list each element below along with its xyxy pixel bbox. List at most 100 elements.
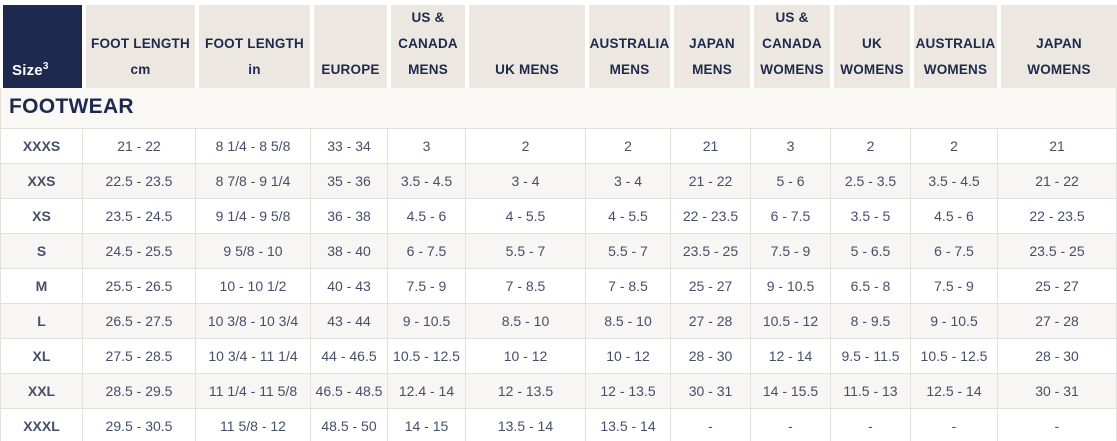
size-header-superscript: 3 (42, 60, 49, 72)
value-cell: 4 - 5.5 (585, 198, 670, 233)
table-row: L 26.5 - 27.5 10 3/8 - 10 3/4 43 - 44 9 - 1… (0, 303, 1117, 338)
value-cell: 4 - 5.5 (465, 198, 585, 233)
table-row: XXS 22.5 - 23.5 8 7/8 - 9 1/4 35 - 36 3.5 -… (0, 163, 1117, 198)
value-cell: 2 (585, 128, 670, 163)
column-header: FOOT LENGTH in (195, 0, 310, 88)
value-cell: 9 5/8 - 10 (195, 233, 310, 268)
value-cell: 38 - 40 (310, 233, 387, 268)
value-cell: 28 - 30 (670, 338, 750, 373)
column-header-line: MENS (609, 62, 650, 77)
size-label: XXS (0, 163, 82, 198)
value-cell: 6.5 - 8 (830, 268, 910, 303)
value-cell: 12 - 13.5 (585, 373, 670, 408)
value-cell: 48.5 - 50 (310, 408, 387, 441)
value-cell: 3 (750, 128, 830, 163)
size-label: XL (0, 338, 82, 373)
value-cell: 5 - 6.5 (830, 233, 910, 268)
column-header: AUSTRALIA WOMENS (910, 0, 997, 88)
value-cell: 36 - 38 (310, 198, 387, 233)
column-header-line: UK (862, 36, 882, 51)
value-cell: 40 - 43 (310, 268, 387, 303)
column-header-line: JAPAN (1036, 36, 1082, 51)
value-cell: - (670, 408, 750, 441)
header-row: Size3 FOOT LENGTH cm FOOT LENGTH in EUROPE US… (0, 0, 1117, 88)
column-header-line: CANADA (398, 36, 458, 51)
size-header-label: Size (12, 61, 43, 79)
table-row: XS 23.5 - 24.5 9 1/4 - 9 5/8 36 - 38 4.5 - … (0, 198, 1117, 233)
table-row: S 24.5 - 25.5 9 5/8 - 10 38 - 40 6 - 7.5 5.5… (0, 233, 1117, 268)
value-cell: 21 - 22 (670, 163, 750, 198)
value-cell: 25 - 27 (997, 268, 1117, 303)
value-cell: 12 - 14 (750, 338, 830, 373)
value-cell: 25 - 27 (670, 268, 750, 303)
column-header: JAPAN MENS (670, 0, 750, 88)
value-cell: 10 3/4 - 11 1/4 (195, 338, 310, 373)
value-cell: 22 - 23.5 (997, 198, 1117, 233)
value-cell: 11.5 - 13 (830, 373, 910, 408)
value-cell: 13.5 - 14 (585, 408, 670, 441)
column-header-line: FOOT LENGTH (205, 36, 304, 51)
value-cell: 27 - 28 (997, 303, 1117, 338)
value-cell: 8.5 - 10 (585, 303, 670, 338)
value-cell: 9 - 10.5 (387, 303, 465, 338)
column-header-line: WOMENS (840, 62, 904, 77)
value-cell: 35 - 36 (310, 163, 387, 198)
value-cell: 6 - 7.5 (387, 233, 465, 268)
column-header-line: UK MENS (495, 62, 559, 77)
value-cell: 21 - 22 (82, 128, 195, 163)
value-cell: 27 - 28 (670, 303, 750, 338)
value-cell: 11 1/4 - 11 5/8 (195, 373, 310, 408)
size-label: XXL (0, 373, 82, 408)
value-cell: 10 - 12 (585, 338, 670, 373)
value-cell: 26.5 - 27.5 (82, 303, 195, 338)
value-cell: - (910, 408, 997, 441)
size-label: M (0, 268, 82, 303)
value-cell: 8 - 9.5 (830, 303, 910, 338)
value-cell: 3 (387, 128, 465, 163)
column-header-line: WOMENS (923, 62, 988, 77)
value-cell: 28.5 - 29.5 (82, 373, 195, 408)
value-cell: 13.5 - 14 (465, 408, 585, 441)
column-header-line: JAPAN (689, 36, 735, 51)
value-cell: 8 1/4 - 8 5/8 (195, 128, 310, 163)
value-cell: 14 - 15.5 (750, 373, 830, 408)
column-header: EUROPE (310, 0, 387, 88)
column-header: JAPAN WOMENS (997, 0, 1117, 88)
column-header: US & CANADA MENS (387, 0, 465, 88)
column-header-line: MENS (692, 62, 732, 77)
value-cell: 21 (997, 128, 1117, 163)
size-label: L (0, 303, 82, 338)
value-cell: 10.5 - 12.5 (910, 338, 997, 373)
column-header: UK MENS (465, 0, 585, 88)
column-header: US & CANADA WOMENS (750, 0, 830, 88)
value-cell: 43 - 44 (310, 303, 387, 338)
value-cell: 7.5 - 9 (387, 268, 465, 303)
value-cell: 4.5 - 6 (387, 198, 465, 233)
column-header-line: in (248, 62, 261, 77)
column-header: FOOT LENGTH cm (82, 0, 195, 88)
value-cell: 11 5/8 - 12 (195, 408, 310, 441)
column-header-line: WOMENS (1027, 62, 1091, 77)
value-cell: 21 - 22 (997, 163, 1117, 198)
table-row: XXXS 21 - 22 8 1/4 - 8 5/8 33 - 34 3 2 2 21 3 2 2… (0, 128, 1117, 163)
value-cell: 9 - 10.5 (750, 268, 830, 303)
size-column-header: Size3 (0, 0, 82, 88)
value-cell: 6 - 7.5 (910, 233, 997, 268)
column-header-line: US & (775, 10, 809, 25)
value-cell: 10.5 - 12.5 (387, 338, 465, 373)
value-cell: - (830, 408, 910, 441)
table-row: XXL 28.5 - 29.5 11 1/4 - 11 5/8 46.5 - 48.… (0, 373, 1117, 408)
value-cell: 46.5 - 48.5 (310, 373, 387, 408)
value-cell: 29.5 - 30.5 (82, 408, 195, 441)
value-cell: 28 - 30 (997, 338, 1117, 373)
value-cell: 27.5 - 28.5 (82, 338, 195, 373)
value-cell: 10.5 - 12 (750, 303, 830, 338)
table-row: XXXL 29.5 - 30.5 11 5/8 - 12 48.5 - 50 14 -… (0, 408, 1117, 441)
column-header-line: US & (411, 10, 445, 25)
value-cell: 12 - 13.5 (465, 373, 585, 408)
value-cell: 3 - 4 (465, 163, 585, 198)
size-label: XS (0, 198, 82, 233)
value-cell: 3.5 - 5 (830, 198, 910, 233)
